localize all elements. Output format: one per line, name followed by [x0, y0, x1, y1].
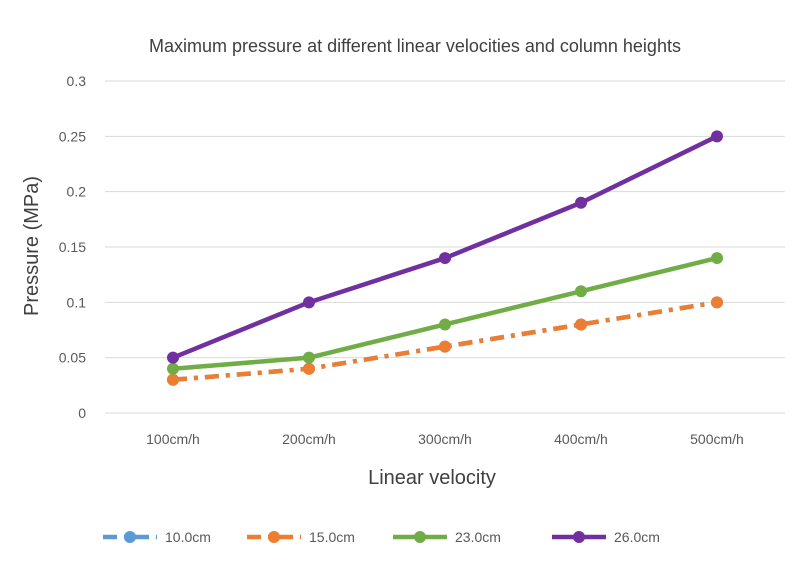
- data-point: [711, 252, 723, 265]
- data-point: [575, 285, 587, 298]
- legend-label: 23.0cm: [455, 529, 501, 545]
- x-tick-label: 500cm/h: [690, 431, 744, 447]
- legend-marker: [573, 531, 585, 543]
- data-point: [439, 318, 451, 331]
- x-axis-ticks: 100cm/h 200cm/h 300cm/h 400cm/h 500cm/h: [146, 431, 744, 447]
- data-point: [575, 318, 587, 331]
- data-point: [439, 340, 451, 353]
- legend-item: 26.0cm: [552, 529, 660, 545]
- data-point: [303, 362, 315, 375]
- legend-item: 15.0cm: [247, 529, 355, 545]
- y-tick-label: 0.15: [59, 239, 86, 255]
- series-group: [167, 130, 723, 386]
- x-tick-label: 100cm/h: [146, 431, 200, 447]
- legend-marker: [124, 531, 136, 543]
- legend-label: 15.0cm: [309, 529, 355, 545]
- data-point: [575, 196, 587, 209]
- data-point: [303, 351, 315, 364]
- data-point: [167, 351, 179, 364]
- series-15-0cm: [167, 296, 723, 386]
- y-tick-label: 0.2: [67, 184, 87, 200]
- y-axis-label: Pressure (MPa): [21, 176, 43, 316]
- legend-marker: [268, 531, 280, 543]
- legend-marker: [414, 531, 426, 543]
- x-axis-label: Linear velocity: [368, 467, 496, 489]
- y-tick-label: 0.1: [67, 294, 87, 310]
- y-tick-label: 0.05: [59, 350, 86, 366]
- y-tick-label: 0: [78, 405, 86, 421]
- legend-item: 10.0cm: [103, 529, 211, 545]
- legend-label: 10.0cm: [165, 529, 211, 545]
- data-point: [167, 362, 179, 375]
- x-tick-label: 400cm/h: [554, 431, 608, 447]
- data-point: [711, 130, 723, 143]
- chart-title: Maximum pressure at different linear vel…: [149, 36, 681, 56]
- x-tick-label: 200cm/h: [282, 431, 336, 447]
- x-tick-label: 300cm/h: [418, 431, 472, 447]
- series-line: [172, 300, 718, 383]
- data-point: [303, 296, 315, 309]
- data-point: [439, 252, 451, 265]
- legend: 10.0cm 15.0cm 23.0cm 26.0cm: [103, 529, 660, 545]
- legend-item: 23.0cm: [393, 529, 501, 545]
- y-axis-ticks: 0 0.05 0.1 0.15 0.2 0.25 0.3: [59, 73, 86, 421]
- y-tick-label: 0.25: [59, 128, 86, 144]
- data-point: [711, 296, 723, 309]
- series-26-0cm: [167, 130, 723, 364]
- data-point: [167, 373, 179, 386]
- y-tick-label: 0.3: [67, 73, 87, 89]
- legend-label: 26.0cm: [614, 529, 660, 545]
- series-23-0cm: [167, 252, 723, 375]
- gridlines: [105, 80, 785, 414]
